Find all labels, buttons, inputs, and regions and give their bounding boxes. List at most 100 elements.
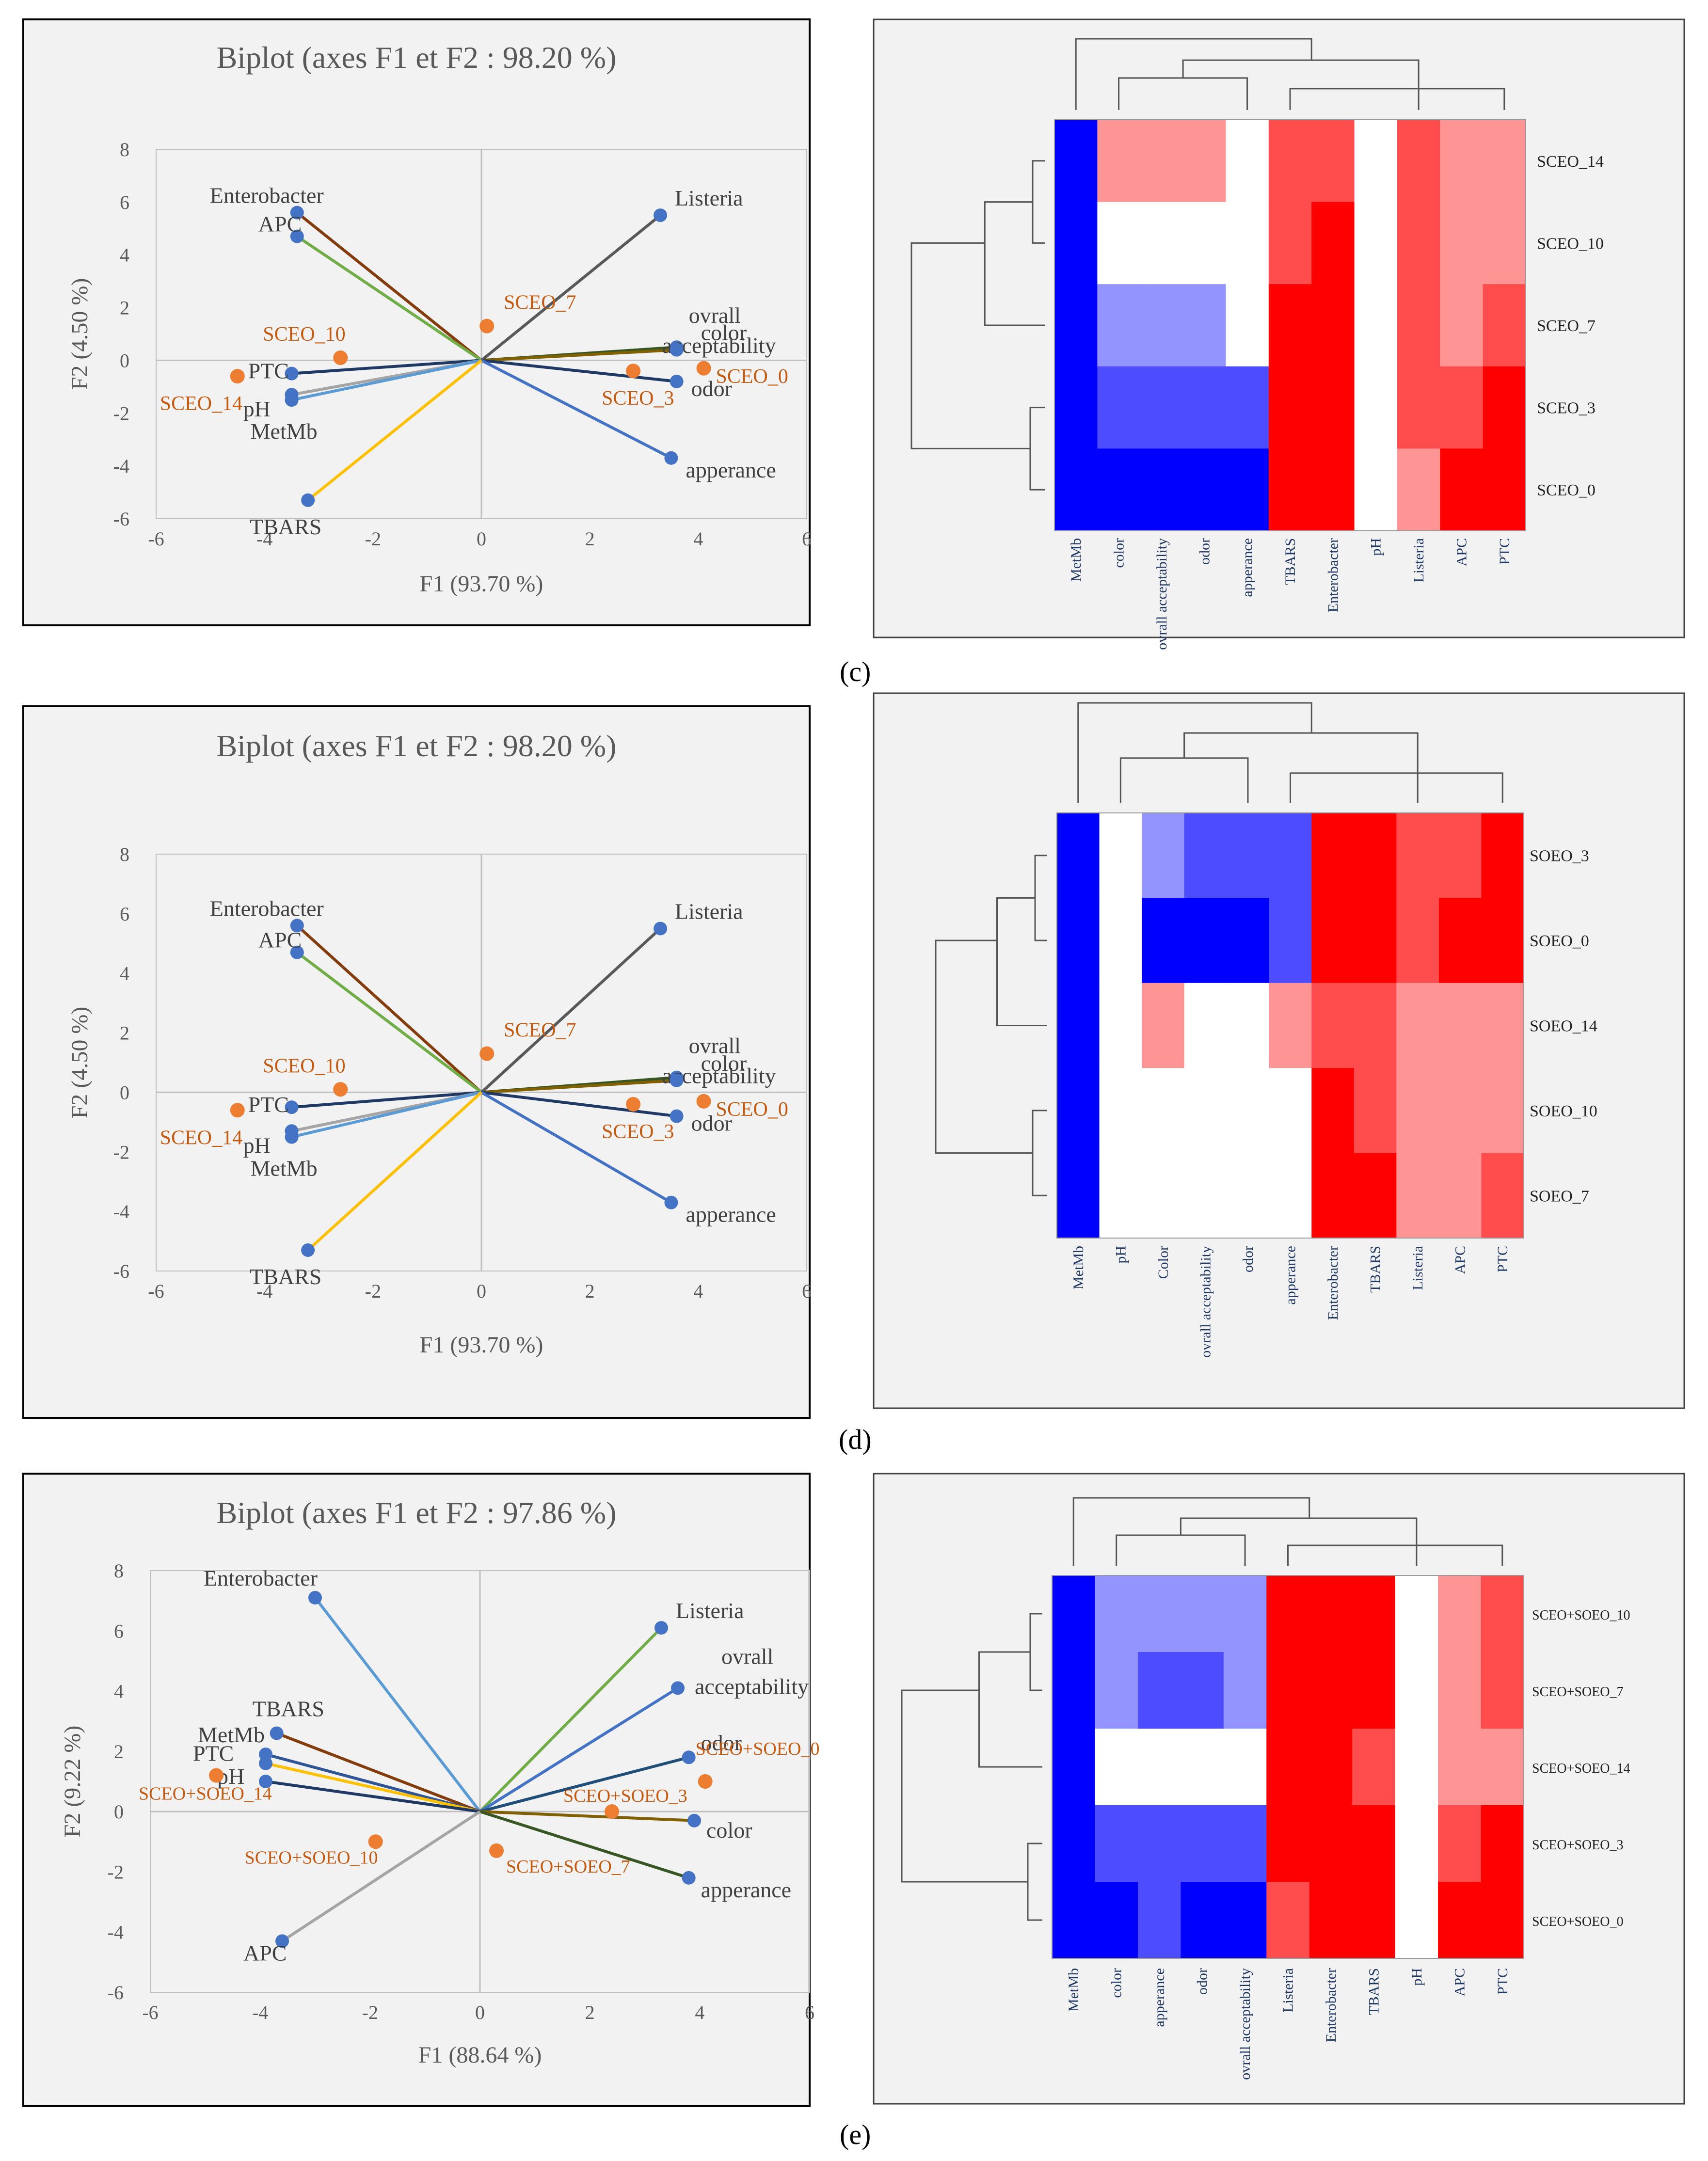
vector-tbars: [307, 359, 482, 502]
variable-label-enterobacter: Enterobacter: [204, 1566, 318, 1590]
heat-cell: [1097, 448, 1141, 531]
observation-label-sceo-soeo-14: SCEO+SOEO_14: [139, 1784, 272, 1804]
variable-point-color: [670, 1073, 684, 1087]
heat-cell: [1481, 898, 1524, 984]
row-dendrogram: [901, 1613, 1042, 1921]
variable-point-listeria: [654, 1621, 668, 1635]
y-tick-label: -6: [108, 1982, 124, 2003]
heat-cell: [1438, 1882, 1482, 1959]
heat-cell: [1309, 1575, 1353, 1653]
heat-cell: [1269, 898, 1312, 984]
heat-cell: [1311, 1068, 1355, 1154]
x-tick-label: 0: [477, 1280, 486, 1302]
observation-label-sceo-3: SCEO_3: [602, 1121, 674, 1143]
column-label-odor: odor: [1197, 538, 1213, 565]
heat-cell: [1483, 284, 1526, 367]
column-dendrogram: [1075, 38, 1505, 110]
observation-label-sceo-soeo-3: SCEO+SOEO_3: [563, 1786, 687, 1806]
vector-ptc: [291, 359, 482, 375]
heat-cell: [1481, 1729, 1524, 1806]
heat-cell: [1099, 983, 1142, 1068]
heat-cell: [1354, 120, 1398, 203]
heat-cell: [1226, 366, 1269, 449]
x-tick-label: -6: [148, 1280, 164, 1302]
heat-cell: [1142, 1153, 1185, 1239]
variable-point-enterobacter: [290, 206, 304, 220]
vector-color: [481, 348, 677, 362]
column-label-tbars: TBARS: [1368, 1246, 1384, 1293]
y-tick-label: 6: [114, 1620, 124, 1642]
heat-cell: [1438, 1575, 1482, 1653]
x-tick-label: 2: [585, 1280, 595, 1302]
heat-cell: [1223, 1652, 1267, 1729]
variable-label-metmb: MetMb: [251, 419, 318, 444]
heat-cell: [1311, 448, 1355, 531]
heat-cell: [1481, 1652, 1524, 1729]
heat-cell: [1052, 1882, 1095, 1959]
heat-cell: [1395, 1652, 1438, 1729]
observation-point-sceo-soeo-14: [209, 1768, 223, 1783]
heat-cell: [1311, 983, 1355, 1068]
heat-cell: [1397, 448, 1440, 531]
heat-cell: [1311, 202, 1355, 285]
vector-enterobacter: [314, 1597, 481, 1812]
vector-color: [481, 1079, 677, 1094]
heat-cell: [1184, 983, 1227, 1068]
heat-cell: [1397, 120, 1440, 203]
heat-cell: [1054, 202, 1098, 285]
observation-point-sceo-soeo-7: [489, 1843, 504, 1858]
variable-label-ptc: PTC: [193, 1741, 234, 1766]
column-label-apperance: apperance: [1283, 1246, 1299, 1305]
variable-label-odor: odor: [701, 1730, 742, 1755]
vector-tbars: [276, 1732, 481, 1813]
heat-cell: [1268, 202, 1312, 285]
variable-point-listeria: [654, 922, 668, 936]
column-label-apperance: apperance: [1151, 1968, 1167, 2027]
observation-point-sceo-7: [479, 318, 495, 334]
heat-cell: [1311, 1153, 1355, 1239]
y-tick-label: 2: [120, 1022, 129, 1044]
x-tick-label: 0: [475, 2002, 485, 2023]
variable-label-apc: APC: [258, 212, 302, 237]
heat-cell: [1268, 366, 1312, 449]
x-tick-label: -4: [252, 2002, 268, 2023]
heat-cell: [1057, 983, 1100, 1068]
variable-point-ovrall-acceptability: [671, 1681, 685, 1695]
heat-cell: [1309, 1652, 1353, 1729]
x-tick-label: -4: [256, 1280, 272, 1302]
y-axis-label: F2 (4.50 %): [67, 1007, 93, 1119]
variable-point-listeria: [654, 208, 668, 222]
heat-cell: [1440, 366, 1484, 449]
column-label-metmb: MetMb: [1070, 1246, 1086, 1289]
heat-cell: [1226, 202, 1269, 285]
y-tick-label: 6: [120, 903, 129, 925]
observation-label-sceo-10: SCEO_10: [263, 1055, 345, 1077]
x-axis-label: F1 (93.70 %): [420, 1332, 543, 1358]
x-tick-label: 4: [693, 528, 703, 550]
variable-label-listeria: Listeria: [675, 186, 743, 210]
vector-apc: [281, 1810, 481, 1942]
heat-cell: [1184, 1068, 1227, 1154]
biplot-frame: [22, 705, 811, 1419]
variable-label-line: ovrall: [721, 1644, 773, 1668]
variable-point-ph: [259, 1775, 272, 1788]
biplot-title: Biplot (axes F1 et F2 : 98.20 %): [217, 729, 617, 763]
heat-cell: [1181, 1729, 1224, 1806]
heat-cell: [1440, 202, 1484, 285]
observation-point-sceo-10: [333, 1082, 348, 1097]
heat-cell: [1309, 1882, 1353, 1959]
y-tick-label: 6: [120, 191, 129, 213]
biplot-panel-d: Biplot (axes F1 et F2 : 98.20 %) -6 -4 -2 0 2…: [22, 705, 812, 1419]
column-label-color: Color: [1155, 1246, 1171, 1279]
y-axis-label: F2 (9.22 %): [60, 1726, 85, 1838]
row-label-soeo-7: SOEO_7: [1530, 1187, 1589, 1205]
y-tick-label: 0: [120, 1081, 129, 1103]
heat-cell: [1099, 1153, 1142, 1239]
y-tick-label: -4: [113, 1201, 129, 1223]
column-label-ovrall-acceptability: ovrall acceptability: [1197, 1246, 1213, 1358]
heat-cell: [1481, 983, 1524, 1068]
vector-listeria: [480, 927, 662, 1094]
column-label-color: color: [1109, 1968, 1125, 1998]
x-axis-label: F1 (88.64 %): [418, 2042, 542, 2068]
